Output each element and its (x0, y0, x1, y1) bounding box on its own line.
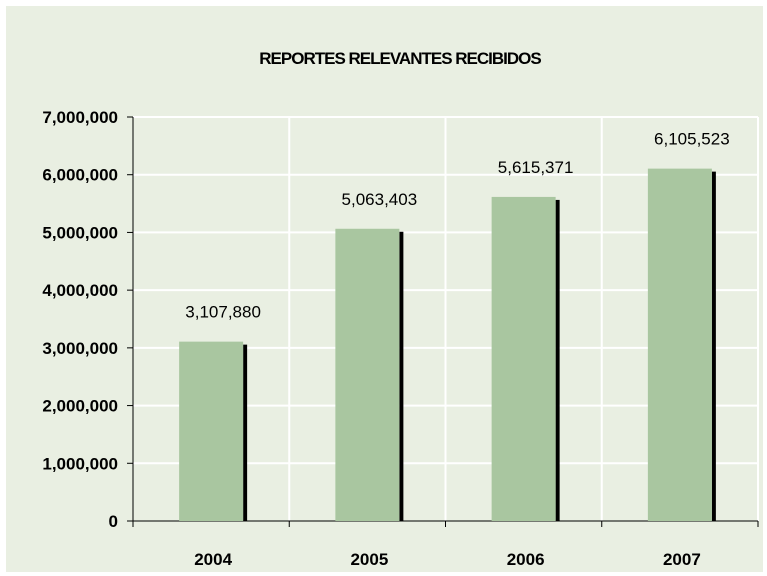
data-label: 5,063,403 (342, 190, 418, 209)
bar-shadow (243, 344, 248, 521)
bar-2007 (647, 168, 712, 522)
y-tick-label: 0 (109, 512, 118, 531)
data-labels: 3,107,880 5,063,403 5,615,371 6,105,523 (185, 130, 729, 322)
data-label: 6,105,523 (654, 130, 730, 149)
x-tick-label: 2005 (350, 550, 388, 569)
y-tick-label: 5,000,000 (42, 223, 118, 242)
y-tick-label: 3,000,000 (42, 339, 118, 358)
y-tick-label: 6,000,000 (42, 166, 118, 185)
chart-title: REPORTES RELEVANTES RECIBIDOS (259, 49, 541, 68)
y-tick-label: 4,000,000 (42, 281, 118, 300)
y-tick-label: 2,000,000 (42, 397, 118, 416)
data-label: 3,107,880 (185, 303, 261, 322)
bars (179, 168, 716, 522)
y-tick-label: 1,000,000 (42, 454, 118, 473)
bar-2005 (335, 228, 400, 521)
x-tick-label: 2006 (507, 550, 545, 569)
bar-shadow (555, 199, 560, 521)
bar-shadow (711, 171, 716, 522)
x-tick-label: 2004 (194, 550, 232, 569)
bar-shadow (399, 231, 404, 521)
bar-2004 (179, 341, 244, 521)
x-tick-label: 2007 (663, 550, 701, 569)
y-tick-label: 7,000,000 (42, 108, 118, 127)
bar-2006 (491, 196, 556, 521)
data-label: 5,615,371 (498, 158, 574, 177)
